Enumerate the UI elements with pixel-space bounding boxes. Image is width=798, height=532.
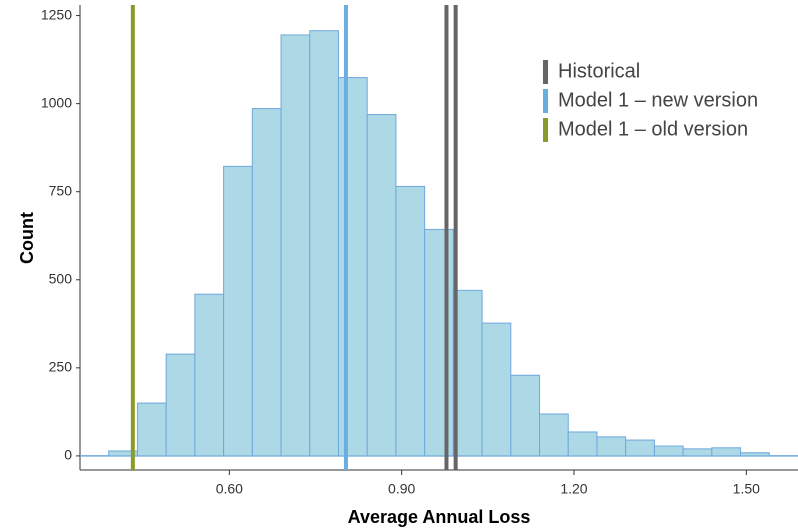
x-tick-label: 0.60 bbox=[216, 481, 243, 497]
bar bbox=[596, 436, 627, 457]
bar bbox=[395, 185, 426, 457]
bar bbox=[366, 114, 397, 457]
bar bbox=[309, 30, 339, 457]
bar bbox=[165, 353, 196, 457]
legend-label: Model 1 – old version bbox=[558, 118, 748, 140]
bar bbox=[711, 447, 742, 457]
bar bbox=[251, 108, 282, 457]
y-tick-label: 250 bbox=[49, 359, 73, 375]
y-tick-label: 1250 bbox=[41, 6, 72, 22]
bar bbox=[510, 374, 541, 457]
bar bbox=[136, 402, 167, 457]
legend-swatch bbox=[543, 89, 548, 113]
y-tick-label: 1000 bbox=[41, 94, 72, 110]
legend-label: Model 1 – new version bbox=[558, 89, 758, 111]
bar bbox=[740, 452, 770, 457]
legend-swatch bbox=[543, 60, 548, 84]
legend-label: Historical bbox=[558, 60, 640, 82]
bar bbox=[280, 34, 311, 457]
bar bbox=[567, 431, 598, 457]
bar bbox=[223, 165, 253, 457]
bar bbox=[653, 445, 684, 457]
y-tick-label: 500 bbox=[49, 270, 73, 286]
bar bbox=[625, 439, 655, 457]
y-axis-title: Count bbox=[17, 212, 37, 264]
legend-swatch bbox=[543, 118, 548, 142]
y-tick-label: 750 bbox=[49, 182, 73, 198]
bar bbox=[424, 228, 454, 457]
bar bbox=[481, 322, 512, 457]
bar bbox=[337, 77, 368, 457]
x-tick-label: 0.90 bbox=[388, 481, 415, 497]
bar bbox=[452, 289, 483, 457]
x-axis-title: Average Annual Loss bbox=[348, 507, 531, 527]
bar bbox=[539, 413, 569, 457]
x-tick-label: 1.20 bbox=[560, 481, 587, 497]
bar bbox=[682, 448, 713, 457]
x-tick-label: 1.50 bbox=[733, 481, 760, 497]
y-tick-label: 0 bbox=[64, 447, 72, 463]
bar bbox=[194, 293, 225, 457]
